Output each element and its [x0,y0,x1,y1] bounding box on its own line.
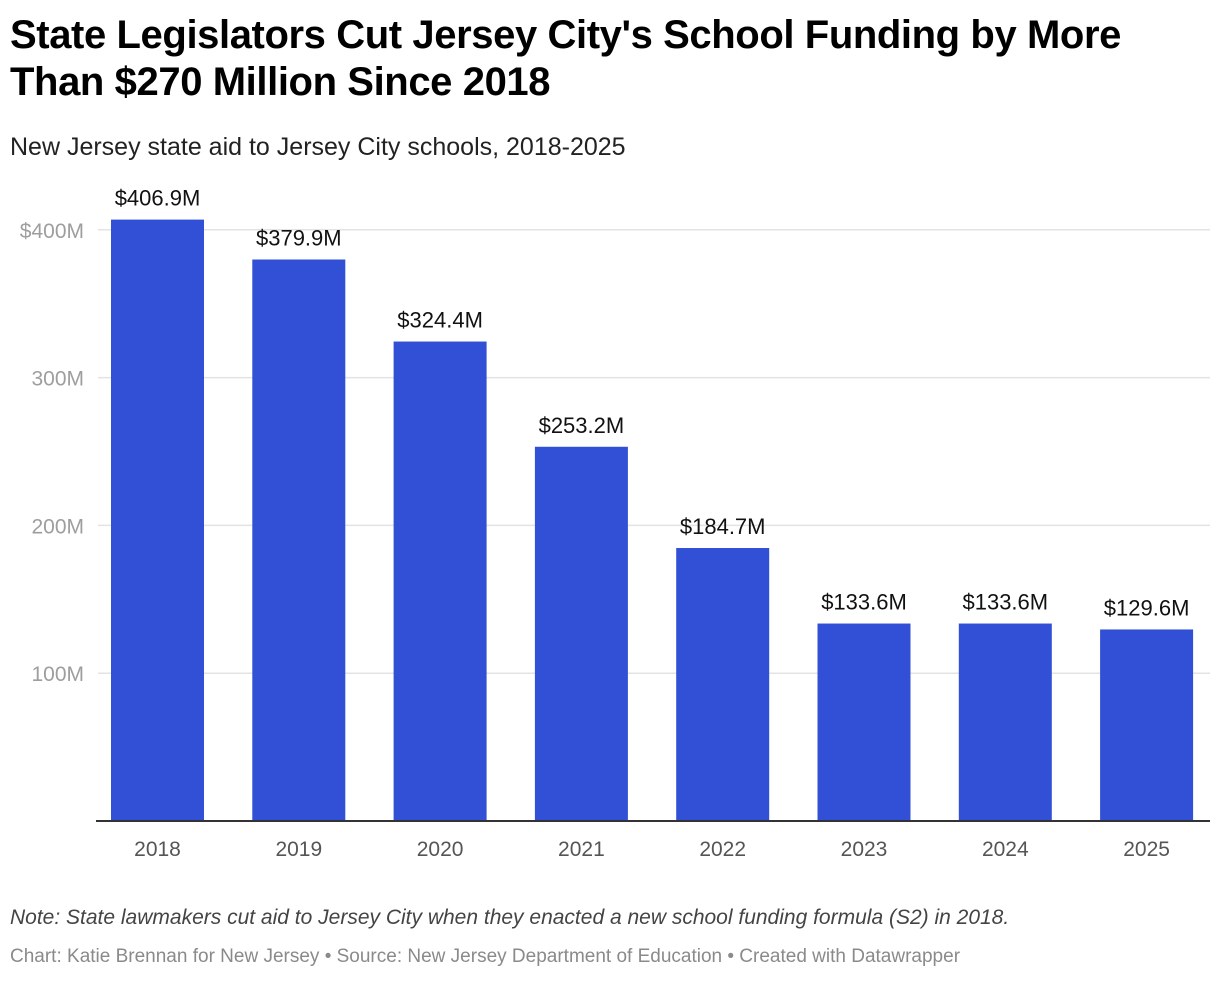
data-labels: $406.9M $379.9M $324.4M $253.2M $184.7M $133.… [115,186,1190,621]
x-tick-label: 2020 [417,838,464,861]
bar-2024 [958,623,1052,821]
chart-credits: Chart: Katie Brennan for New Jersey • So… [10,946,961,967]
x-tick-label: 2024 [982,838,1029,861]
x-tick-label: 2025 [1123,838,1170,861]
x-tick-label: 2021 [558,838,605,861]
x-tick-label: 2019 [275,838,322,861]
data-label: $324.4M [397,308,483,333]
y-axis-ticks: 100M 200M 300M $400M [20,220,84,686]
y-tick-label: 100M [31,663,84,686]
x-tick-label: 2022 [699,838,746,861]
bar-2019 [252,259,346,821]
bars [111,219,1194,821]
data-label: $379.9M [256,226,342,251]
y-tick-label: 300M [31,368,84,391]
data-label: $133.6M [962,590,1048,615]
data-label: $253.2M [539,413,625,438]
y-tick-label: $400M [20,220,84,243]
x-tick-label: 2018 [134,838,181,861]
chart-note: Note: State lawmakers cut aid to Jersey … [10,906,1010,929]
chart-title: State Legislators Cut Jersey City's Scho… [10,13,1121,104]
data-label: $129.6M [1104,595,1190,620]
bar-2020 [393,341,487,821]
bar-2022 [676,548,770,821]
x-axis-ticks: 2018 2019 2020 2021 2022 2023 2024 2025 [134,838,1170,861]
x-tick-label: 2023 [841,838,888,861]
bar-2023 [817,623,911,821]
bar-2025 [1100,629,1194,821]
bar-2021 [534,446,628,821]
bar-2018 [111,219,204,821]
data-label: $184.7M [680,514,766,539]
data-label: $133.6M [821,590,907,615]
chart-subtitle: New Jersey state aid to Jersey City scho… [10,133,626,161]
data-label: $406.9M [115,186,201,211]
y-tick-label: 200M [31,515,84,538]
